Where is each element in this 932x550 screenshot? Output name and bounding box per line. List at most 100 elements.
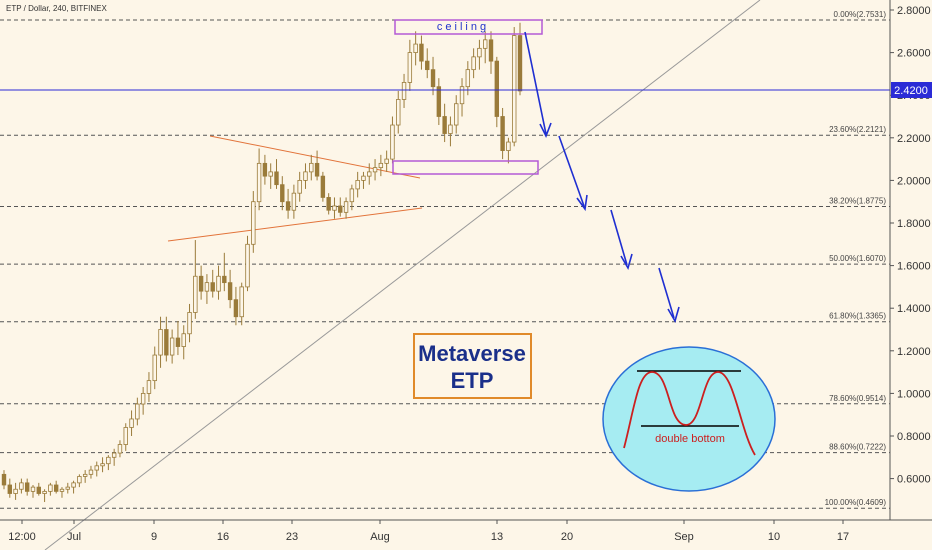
candle-body[interactable]	[384, 158, 389, 164]
candle-body[interactable]	[152, 354, 157, 382]
candle-body[interactable]	[320, 175, 326, 198]
candle-body[interactable]	[123, 427, 128, 445]
candle-body[interactable]	[506, 141, 511, 151]
candle-body[interactable]	[390, 124, 395, 160]
candle-body[interactable]	[326, 197, 331, 211]
candle-body[interactable]	[65, 486, 70, 490]
candle-body[interactable]	[349, 188, 355, 203]
y-axis[interactable]: 2.80002.60002.40002.20002.00001.80001.60…	[890, 5, 931, 486]
candle-body[interactable]	[274, 171, 279, 186]
candle-body[interactable]	[256, 162, 262, 203]
candle-body[interactable]	[483, 39, 488, 49]
candle-body[interactable]	[477, 47, 482, 58]
candle-body[interactable]	[367, 171, 372, 177]
candle-body[interactable]	[285, 201, 291, 211]
candle-body[interactable]	[419, 43, 424, 62]
candle-body[interactable]	[303, 171, 308, 181]
candle-body[interactable]	[198, 275, 204, 292]
floor-box[interactable]	[392, 160, 539, 175]
candle-body[interactable]	[204, 282, 210, 292]
candle-body[interactable]	[36, 486, 41, 494]
candle-body[interactable]	[146, 380, 152, 394]
candle-body[interactable]	[1, 473, 7, 486]
candle-body[interactable]	[332, 205, 337, 211]
candle-body[interactable]	[181, 333, 186, 347]
arrow-segment-2[interactable]	[558, 135, 585, 207]
ascending-support-line[interactable]	[44, 0, 761, 550]
candle-body[interactable]	[222, 275, 227, 284]
candle-body[interactable]	[512, 35, 517, 143]
candle-body[interactable]	[442, 116, 447, 134]
candle-body[interactable]	[500, 116, 505, 151]
candle-body[interactable]	[233, 299, 239, 318]
candle-body[interactable]	[227, 282, 233, 301]
wedge-upper-line[interactable]	[209, 135, 421, 179]
candle-body[interactable]	[268, 171, 273, 177]
x-axis[interactable]: 12:00 Jul 9 16 23 Aug 13 20 Sep 10 17	[8, 520, 849, 543]
candle-body[interactable]	[30, 486, 36, 492]
candle-body[interactable]	[343, 201, 349, 213]
candle-body[interactable]	[187, 312, 192, 335]
candle-body[interactable]	[100, 463, 105, 467]
candle-body[interactable]	[361, 175, 366, 181]
wedge-lower-line[interactable]	[167, 207, 423, 242]
ceiling-box[interactable]	[394, 19, 543, 35]
candle-body[interactable]	[378, 162, 384, 169]
candle-body[interactable]	[117, 444, 123, 454]
candle-body[interactable]	[448, 124, 453, 134]
candle-body[interactable]	[7, 484, 12, 494]
candle-body[interactable]	[135, 403, 140, 420]
candle-body[interactable]	[210, 282, 215, 292]
candle-body[interactable]	[24, 482, 30, 492]
candle-body[interactable]	[19, 482, 24, 490]
arrow-segment-4[interactable]	[658, 267, 675, 319]
candle-body[interactable]	[53, 484, 59, 492]
candle-body[interactable]	[291, 192, 297, 211]
candle-body[interactable]	[372, 167, 378, 173]
candle-body[interactable]	[355, 179, 360, 190]
candle-body[interactable]	[407, 52, 413, 83]
candle-body[interactable]	[111, 452, 117, 458]
candle-body[interactable]	[338, 205, 343, 213]
candle-body[interactable]	[309, 162, 314, 173]
candle-body[interactable]	[401, 82, 407, 100]
candle-body[interactable]	[48, 484, 53, 492]
candle-body[interactable]	[396, 99, 401, 126]
candle-body[interactable]	[517, 35, 523, 92]
candle-body[interactable]	[164, 329, 169, 356]
candle-body[interactable]	[280, 184, 285, 203]
candle-body[interactable]	[297, 179, 302, 194]
candle-body[interactable]	[82, 473, 88, 477]
candle-body[interactable]	[71, 482, 76, 488]
candle-body[interactable]	[239, 286, 244, 318]
candle-body[interactable]	[59, 488, 65, 492]
candle-body[interactable]	[459, 86, 465, 105]
candle-body[interactable]	[430, 69, 436, 88]
candle-body[interactable]	[413, 43, 418, 53]
candle-body[interactable]	[245, 243, 250, 288]
candle-body[interactable]	[77, 476, 82, 484]
candle-body[interactable]	[94, 465, 99, 471]
candle-body[interactable]	[88, 469, 94, 475]
candle-body[interactable]	[425, 60, 430, 71]
candle-body[interactable]	[488, 39, 494, 62]
candle-body[interactable]	[13, 488, 18, 494]
candle-body[interactable]	[216, 275, 221, 292]
candle-body[interactable]	[129, 418, 134, 428]
candle-body[interactable]	[193, 275, 198, 313]
candle-body[interactable]	[140, 392, 146, 405]
arrow-segment-1[interactable]	[524, 31, 547, 135]
candle-body[interactable]	[465, 69, 471, 88]
candle-body[interactable]	[471, 56, 476, 71]
candle-body[interactable]	[436, 86, 442, 117]
candle-body[interactable]	[314, 162, 320, 177]
candle-body[interactable]	[175, 337, 181, 347]
candle-body[interactable]	[169, 337, 175, 356]
candle-body[interactable]	[106, 456, 111, 465]
candle-body[interactable]	[42, 490, 47, 494]
candle-body[interactable]	[158, 329, 163, 356]
candle-body[interactable]	[454, 103, 459, 126]
candle-body[interactable]	[251, 201, 256, 245]
arrow-segment-3[interactable]	[610, 209, 628, 266]
